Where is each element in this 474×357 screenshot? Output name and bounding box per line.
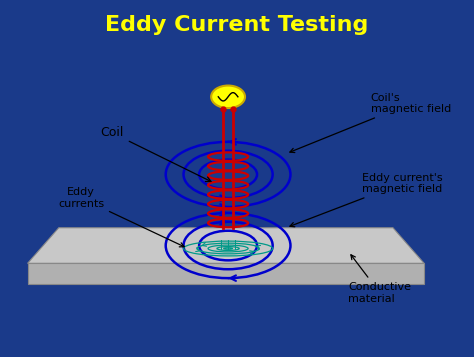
Text: Conductive
material: Conductive material <box>348 255 411 304</box>
Polygon shape <box>27 263 424 284</box>
Polygon shape <box>27 228 424 263</box>
Text: Coil's
magnetic field: Coil's magnetic field <box>290 92 451 152</box>
Text: Eddy Current Testing: Eddy Current Testing <box>105 15 369 35</box>
Text: Coil: Coil <box>100 126 211 181</box>
Circle shape <box>211 86 245 108</box>
Text: Eddy
currents: Eddy currents <box>58 187 184 247</box>
Text: Eddy current's
magnetic field: Eddy current's magnetic field <box>290 172 442 227</box>
